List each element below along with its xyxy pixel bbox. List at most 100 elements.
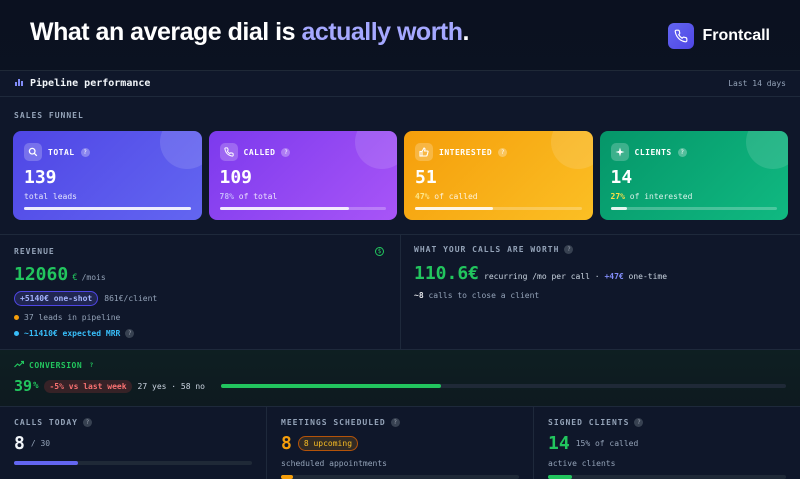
signed-label: SIGNED CLIENTS xyxy=(548,418,630,427)
funnel-card-value: 51 xyxy=(415,167,437,188)
thumbs-up-icon xyxy=(415,143,433,161)
funnel-card-name: CLIENTS xyxy=(634,147,672,157)
calls-worth-card: WHAT YOUR CALLS ARE WORTH ? 110.6€ recur… xyxy=(401,235,800,349)
hero-title: What an average dial is actually worth. xyxy=(30,18,470,47)
funnel-card-pct: 27% xyxy=(610,192,625,201)
calls-progress-track xyxy=(14,461,252,465)
meetings-progress-track xyxy=(281,475,519,479)
calls-today-target: / 30 xyxy=(30,439,51,448)
help-icon[interactable]: ? xyxy=(125,329,135,338)
search-icon xyxy=(24,143,42,161)
mrr-dot xyxy=(14,331,19,336)
revenue-currency: € xyxy=(72,273,78,283)
help-icon[interactable]: ? xyxy=(677,147,687,157)
funnel-card-called[interactable]: CALLED ? 109 78% of total xyxy=(208,131,397,220)
signed-progress-fill xyxy=(548,475,572,479)
brand-name: Frontcall xyxy=(702,27,770,44)
meetings-progress-fill xyxy=(281,475,293,479)
help-icon[interactable]: ? xyxy=(564,245,574,254)
bar-chart-icon xyxy=(14,77,24,90)
panel-title-text: Pipeline performance xyxy=(30,78,151,89)
signed-inline: 15% of called xyxy=(575,439,639,448)
conversion-delta-badge: -5% vs last week xyxy=(44,379,132,393)
revenue-card: REVENUE $ 12060 € /mois +5140€ one-shot … xyxy=(0,235,401,349)
panel-title: Pipeline performance xyxy=(14,77,150,90)
phone-icon xyxy=(219,143,238,161)
help-icon[interactable]: ? xyxy=(634,418,644,427)
revenue-value: 12060 xyxy=(14,264,69,285)
conversion-progress-track xyxy=(220,384,786,388)
pipeline-panel: Pipeline performance Last 14 days SALES … xyxy=(0,70,800,479)
hero-title-end: . xyxy=(462,18,470,46)
worth-label: WHAT YOUR CALLS ARE WORTH xyxy=(414,245,560,254)
worth-value: 110.6€ xyxy=(414,263,480,284)
help-icon[interactable]: ? xyxy=(281,147,291,157)
calls-to-close: ~8 calls to close a client xyxy=(414,291,540,300)
meetings-sub: scheduled appointments xyxy=(281,459,387,468)
funnel-card-sub: 78% of total xyxy=(219,192,278,201)
funnel-progress-fill xyxy=(415,207,494,210)
funnel-progress-fill xyxy=(219,207,350,210)
funnel-card-value: 109 xyxy=(219,167,253,188)
calls-today-label: CALLS TODAY xyxy=(14,418,78,427)
help-icon[interactable]: ? xyxy=(498,147,508,157)
sales-funnel: TOTAL ? 139 total leads CALLED ? 109 78%… xyxy=(13,131,788,220)
signed-value: 14 xyxy=(548,433,570,454)
funnel-progress-track xyxy=(219,207,386,210)
meetings-value: 8 xyxy=(281,433,292,454)
mrr-text: ~11410€ expected MRR xyxy=(24,329,121,338)
worth-sub: recurring /mo per call · +47€ one-time xyxy=(484,272,668,281)
funnel-card-sub: total leads xyxy=(24,192,77,201)
funnel-progress-track xyxy=(415,207,582,210)
hero-title-accent: actually worth xyxy=(301,18,463,46)
funnel-card-name: INTERESTED xyxy=(439,147,493,157)
funnel-card-clients[interactable]: CLIENTS ? 14 27% of interested xyxy=(599,131,788,220)
yes-no-count: 27 yes · 58 no xyxy=(137,381,205,391)
funnel-progress-fill xyxy=(24,207,191,210)
kpi-row: CALLS TODAY ? 8 / 30 MEETINGS SCHEDULED … xyxy=(0,406,800,479)
funnel-card-value: 139 xyxy=(24,167,57,188)
signed-clients-card: SIGNED CLIENTS ? 14 15% of called active… xyxy=(534,407,800,479)
funnel-progress-fill xyxy=(610,207,628,210)
funnel-card-pct: 78% xyxy=(219,192,234,201)
conversion-unit: % xyxy=(33,381,39,391)
conversion-value: 39 xyxy=(14,377,33,395)
funnel-card-sub: 47% of called xyxy=(415,192,478,201)
help-icon[interactable]: ? xyxy=(80,147,90,157)
help-icon[interactable]: ? xyxy=(390,418,400,427)
funnel-card-total[interactable]: TOTAL ? 139 total leads xyxy=(13,131,202,220)
brand[interactable]: Frontcall xyxy=(668,23,770,49)
conversion-card: CONVERSION ? 39% -5% vs last week 27 yes… xyxy=(0,349,800,406)
meetings-label: MEETINGS SCHEDULED xyxy=(281,418,386,427)
help-icon[interactable]: ? xyxy=(89,361,94,369)
phone-icon xyxy=(668,23,695,49)
panel-header: Pipeline performance Last 14 days xyxy=(0,71,800,97)
funnel-card-pct: 47% xyxy=(415,192,430,201)
dollar-icon: $ xyxy=(375,247,384,256)
per-client-value: 861€/client xyxy=(104,294,158,303)
funnel-card-interested[interactable]: INTERESTED ? 51 47% of called xyxy=(404,131,593,220)
revenue-row: REVENUE $ 12060 € /mois +5140€ one-shot … xyxy=(0,234,800,349)
funnel-card-name: CALLED xyxy=(243,147,276,157)
date-range[interactable]: Last 14 days xyxy=(728,79,786,88)
revenue-label: REVENUE xyxy=(14,247,55,256)
help-icon[interactable]: ? xyxy=(82,418,92,427)
funnel-card-sub: 27% of interested xyxy=(610,192,693,201)
calls-progress-fill xyxy=(14,461,79,465)
funnel-progress-track xyxy=(610,207,777,210)
funnel-card-name: TOTAL xyxy=(48,147,75,157)
pipeline-dot xyxy=(14,315,19,320)
funnel-label: SALES FUNNEL xyxy=(14,111,84,120)
conversion-progress-fill xyxy=(220,384,442,388)
signed-progress-track xyxy=(548,475,786,479)
hero-title-main: What an average dial is xyxy=(30,18,302,46)
calls-today-value: 8 xyxy=(14,433,25,454)
trend-up-icon xyxy=(14,360,25,370)
meetings-card: MEETINGS SCHEDULED ? 8 8 upcoming schedu… xyxy=(267,407,534,479)
funnel-card-value: 14 xyxy=(610,167,633,188)
conversion-label: CONVERSION xyxy=(29,360,83,370)
revenue-period: /mois xyxy=(81,273,106,282)
upcoming-badge: 8 upcoming xyxy=(297,436,359,451)
calls-today-card: CALLS TODAY ? 8 / 30 xyxy=(0,407,267,479)
oneshot-badge: +5140€ one-shot xyxy=(14,291,99,306)
